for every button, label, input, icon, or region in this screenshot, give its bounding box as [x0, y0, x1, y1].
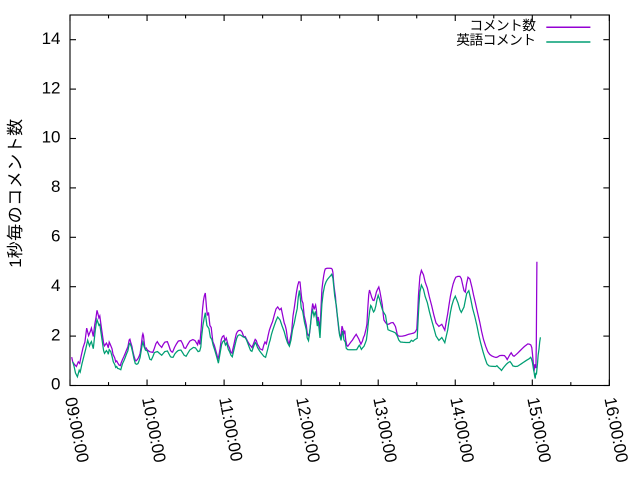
svg-text:12: 12: [42, 78, 61, 97]
svg-text:2: 2: [51, 325, 60, 344]
svg-text:10: 10: [42, 128, 61, 147]
svg-text:1: 1: [6, 258, 25, 267]
svg-text:6: 6: [51, 227, 60, 246]
svg-text:4: 4: [51, 276, 60, 295]
svg-text:14: 14: [42, 29, 61, 48]
svg-text:8: 8: [51, 177, 60, 196]
svg-text:0: 0: [51, 375, 60, 394]
